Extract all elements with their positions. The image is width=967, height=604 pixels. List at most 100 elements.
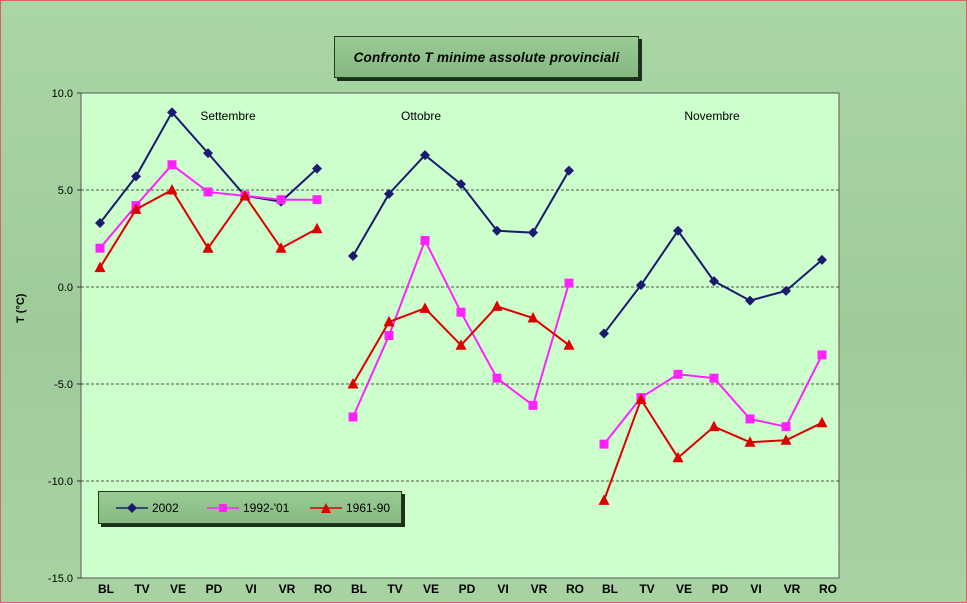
point-marker bbox=[455, 339, 467, 350]
legend-item-2002: 2002 bbox=[115, 492, 179, 523]
point-marker bbox=[745, 414, 755, 424]
point-marker bbox=[709, 276, 719, 287]
x-tick-label: RO bbox=[314, 582, 332, 596]
point-marker bbox=[312, 195, 322, 205]
y-tick-label: -10.0 bbox=[48, 476, 73, 488]
point-marker bbox=[348, 250, 358, 261]
point-marker bbox=[527, 312, 539, 323]
x-tick-label: VR bbox=[279, 582, 296, 596]
point-marker bbox=[781, 285, 791, 296]
x-tick-label: RO bbox=[819, 582, 837, 596]
point-marker bbox=[239, 189, 251, 201]
x-tick-label: TV bbox=[639, 582, 654, 596]
point-marker bbox=[709, 373, 719, 383]
x-tick-label: VR bbox=[531, 582, 548, 596]
point-marker bbox=[167, 107, 177, 118]
legend-label-2002: 2002 bbox=[152, 500, 179, 515]
point-marker bbox=[599, 439, 609, 449]
point-marker bbox=[384, 188, 394, 199]
panel-label: Novembre bbox=[684, 109, 740, 123]
legend-label-1961-90: 1961-90 bbox=[346, 500, 391, 515]
y-tick-label: -15.0 bbox=[48, 573, 73, 585]
point-marker bbox=[347, 378, 359, 389]
point-marker bbox=[636, 280, 646, 291]
point-marker bbox=[311, 222, 323, 234]
point-marker bbox=[95, 243, 105, 253]
point-marker bbox=[672, 451, 684, 463]
point-marker bbox=[130, 203, 142, 214]
point-marker bbox=[203, 187, 213, 197]
point-marker bbox=[419, 302, 431, 313]
point-marker bbox=[94, 261, 106, 273]
legend-label-1992-01: 1992-'01 bbox=[243, 500, 290, 515]
point-marker bbox=[817, 254, 827, 265]
y-axis-title: T (°C) bbox=[15, 293, 27, 323]
x-tick-label: VI bbox=[750, 582, 761, 596]
point-marker bbox=[167, 160, 177, 170]
point-marker bbox=[528, 227, 538, 238]
x-tick-label: PD bbox=[459, 582, 476, 596]
point-marker bbox=[491, 300, 503, 311]
x-tick-label: VR bbox=[784, 582, 801, 596]
point-marker bbox=[780, 434, 792, 445]
point-marker bbox=[673, 225, 683, 236]
x-tick-label: PD bbox=[206, 582, 223, 596]
point-marker bbox=[816, 416, 828, 428]
point-marker bbox=[384, 331, 394, 340]
y-tick-label: 10.0 bbox=[52, 88, 73, 100]
point-marker bbox=[492, 373, 502, 383]
x-tick-label: TV bbox=[134, 582, 149, 596]
x-tick-label: BL bbox=[98, 582, 114, 596]
point-marker bbox=[492, 225, 502, 236]
x-tick-label: BL bbox=[602, 582, 618, 596]
point-marker bbox=[276, 195, 286, 205]
y-tick-label: 0.0 bbox=[58, 282, 73, 294]
point-marker bbox=[131, 171, 141, 182]
point-marker bbox=[708, 420, 720, 432]
y-tick-label: 5.0 bbox=[58, 185, 73, 197]
y-tick-label: -5.0 bbox=[54, 379, 73, 391]
point-marker bbox=[166, 184, 178, 195]
legend-item-1992-01: 1992-'01 bbox=[206, 492, 289, 523]
panel-label: Ottobre bbox=[401, 109, 441, 123]
point-marker bbox=[673, 369, 683, 379]
point-marker bbox=[635, 393, 647, 405]
x-tick-label: PD bbox=[712, 582, 729, 596]
point-marker bbox=[599, 328, 609, 339]
point-marker bbox=[456, 179, 466, 190]
point-marker bbox=[203, 148, 213, 159]
legend-marker-2002 bbox=[116, 502, 148, 513]
point-marker bbox=[312, 163, 322, 174]
point-marker bbox=[781, 422, 791, 432]
x-tick-label: VE bbox=[170, 582, 186, 596]
x-tick-label: VE bbox=[423, 582, 439, 596]
point-marker bbox=[275, 242, 287, 253]
x-tick-label: VE bbox=[676, 582, 692, 596]
legend-marker-1992-01 bbox=[207, 503, 239, 512]
point-marker bbox=[420, 150, 430, 161]
point-marker bbox=[563, 339, 575, 350]
x-tick-label: BL bbox=[351, 582, 367, 596]
point-marker bbox=[95, 217, 105, 228]
point-marker bbox=[456, 307, 466, 317]
x-tick-label: RO bbox=[566, 582, 584, 596]
point-marker bbox=[348, 412, 358, 422]
legend-item-1961-90: 1961-90 bbox=[309, 492, 390, 523]
legend-marker-1961-90 bbox=[310, 502, 342, 513]
chart-title: Confronto T minime assolute provinciali bbox=[334, 36, 639, 78]
point-marker bbox=[383, 315, 395, 327]
point-marker bbox=[745, 295, 755, 306]
x-tick-label: TV bbox=[387, 582, 402, 596]
x-tick-label: VI bbox=[497, 582, 508, 596]
panel-label: Settembre bbox=[200, 109, 256, 123]
point-marker bbox=[564, 165, 574, 176]
point-marker bbox=[817, 350, 827, 360]
x-tick-label: VI bbox=[245, 582, 256, 596]
point-marker bbox=[420, 235, 430, 245]
point-marker bbox=[202, 242, 214, 253]
point-marker bbox=[598, 494, 610, 505]
point-marker bbox=[528, 400, 538, 410]
point-marker bbox=[744, 436, 756, 447]
legend: 2002 1992-'01 1961-90 bbox=[98, 491, 402, 524]
